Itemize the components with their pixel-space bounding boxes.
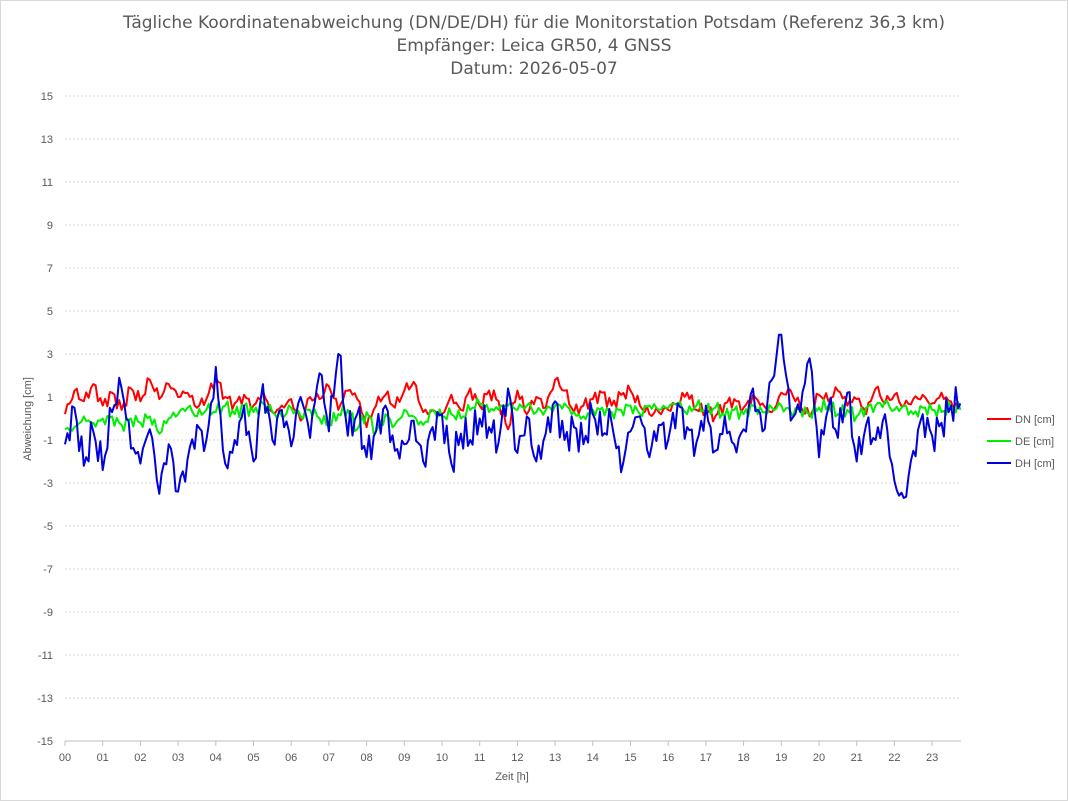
x-tick-label: 13 <box>549 752 561 764</box>
y-tick-label: -11 <box>38 650 53 662</box>
x-tick-label: 04 <box>210 752 222 764</box>
legend-label: DH [cm] <box>1015 458 1055 470</box>
y-tick-label: -1 <box>43 435 53 447</box>
y-tick-label: -7 <box>43 564 53 576</box>
x-tick-label: 06 <box>285 752 297 764</box>
x-tick-label: 11 <box>474 752 485 764</box>
x-tick-label: 19 <box>775 752 787 764</box>
x-tick-label: 22 <box>888 752 900 764</box>
legend-label: DN [cm] <box>1015 414 1055 426</box>
x-tick-label: 01 <box>97 752 109 764</box>
y-tick-label: 7 <box>47 263 53 275</box>
y-tick-label: 5 <box>47 306 53 318</box>
legend-label: DE [cm] <box>1015 436 1054 448</box>
chart-title: Tägliche Koordinatenabweichung (DN/DE/DH… <box>122 13 946 33</box>
y-tick-label: 15 <box>41 91 53 103</box>
y-tick-label: 13 <box>41 134 53 146</box>
x-tick-label: 03 <box>172 752 184 764</box>
y-tick-label: -9 <box>43 607 53 619</box>
y-tick-label: -3 <box>43 478 53 490</box>
y-tick-label: 9 <box>47 220 53 232</box>
x-tick-label: 21 <box>851 752 863 764</box>
series-line-dh <box>64 333 962 499</box>
x-tick-label: 09 <box>398 752 410 764</box>
x-tick-label: 08 <box>360 752 372 764</box>
y-tick-label: 3 <box>47 349 53 361</box>
x-tick-labels: 00 01 02 03 04 05 06 07 08 09 10 11 12 13 14 15 16 17 18 19… <box>59 752 938 764</box>
y-tick-labels: 15 13 11 9 7 5 3 1 -1 -3 -5 -7 -9 -11 -13 -15 <box>37 91 53 748</box>
x-tick-label: 12 <box>511 752 523 764</box>
x-tick-label: 07 <box>323 752 335 764</box>
y-tick-label: 11 <box>42 177 53 189</box>
y-tick-label: -13 <box>37 693 53 705</box>
y-tick-label: 1 <box>47 392 53 404</box>
x-tick-label: 15 <box>624 752 636 764</box>
x-tick-label: 05 <box>247 752 259 764</box>
x-tick-label: 10 <box>436 752 448 764</box>
x-tick-label: 00 <box>59 752 71 764</box>
series-line-de <box>64 397 962 435</box>
x-tick-label: 16 <box>662 752 674 764</box>
x-axis-title: Zeit [h] <box>495 771 529 783</box>
y-tick-label: -5 <box>43 521 53 533</box>
chart-subtitle-date: Datum: 2026-05-07 <box>450 59 618 79</box>
legend: DN [cm] DE [cm] DH [cm] <box>987 414 1055 470</box>
chart-subtitle-receiver: Empfänger: Leica GR50, 4 GNSS <box>396 36 672 56</box>
x-tick-label: 20 <box>813 752 825 764</box>
x-tick-label: 14 <box>587 752 599 764</box>
y-tick-label: -15 <box>37 736 53 748</box>
x-tick-label: 17 <box>700 752 712 764</box>
x-tick-label: 23 <box>926 752 938 764</box>
series-layer <box>64 333 962 499</box>
x-tick-label: 18 <box>737 752 749 764</box>
grid-layer <box>64 95 961 746</box>
x-tick-label: 02 <box>134 752 146 764</box>
y-axis-title: Abweichung [cm] <box>22 377 34 461</box>
